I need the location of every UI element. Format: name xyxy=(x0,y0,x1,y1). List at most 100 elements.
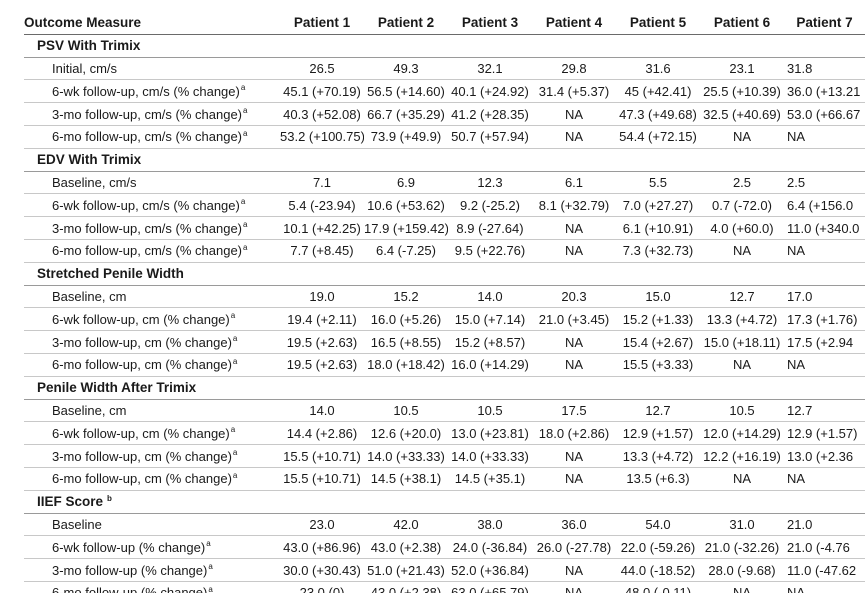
cell-patient-5: 47.3 (+49.68) xyxy=(616,102,700,126)
row-label: 6-wk follow-up, cm (% change)a xyxy=(24,421,280,446)
cell-patient-5: 12.7 xyxy=(616,399,700,423)
cell-patient-1: 10.1 (+42.25) xyxy=(280,216,364,240)
cell-patient-2: 73.9 (+49.9) xyxy=(364,125,448,149)
table-header-row: Outcome Measure Patient 1 Patient 2 Patient… xyxy=(24,12,865,35)
cell-patient-7: 36.0 (+13.21 xyxy=(784,79,865,104)
cell-patient-1: 45.1 (+70.19) xyxy=(280,79,364,104)
section-title-text: IIEF Score xyxy=(37,494,104,510)
cell-patient-4: 6.1 xyxy=(532,171,616,195)
cell-patient-2: 18.0 (+18.42) xyxy=(364,353,448,377)
cell-patient-6: 0.7 (-72.0) xyxy=(700,193,784,218)
cell-patient-7: NA xyxy=(784,467,865,491)
row-label-text: 3-mo follow-up, cm (% change) xyxy=(52,334,232,350)
cell-patient-6: 2.5 xyxy=(700,171,784,195)
cell-patient-7: NA xyxy=(784,581,865,593)
column-header-patient-7: Patient 7 xyxy=(784,12,865,35)
cell-patient-6: NA xyxy=(700,467,784,491)
outcome-table: Outcome Measure Patient 1 Patient 2 Patient… xyxy=(24,12,865,593)
cell-patient-6: 12.7 xyxy=(700,285,784,309)
footnote-marker: a xyxy=(206,539,211,549)
cell-patient-4: NA xyxy=(532,353,616,377)
row-label-text: Baseline, cm/s xyxy=(52,174,137,190)
cell-patient-5: 45 (+42.41) xyxy=(616,79,700,104)
row-label-text: Baseline xyxy=(52,516,102,532)
cell-patient-5: 15.2 (+1.33) xyxy=(616,307,700,332)
row-label: 6-wk follow-up, cm/s (% change)a xyxy=(24,193,280,218)
cell-patient-5: 54.4 (+72.15) xyxy=(616,125,700,149)
cell-patient-2: 16.5 (+8.55) xyxy=(364,330,448,354)
cell-patient-1: 5.4 (-23.94) xyxy=(280,193,364,218)
row-label: 6-mo follow-up (% change)a xyxy=(24,581,280,593)
row-label: 6-mo follow-up, cm/s (% change)a xyxy=(24,239,280,263)
row-label-text: 6-wk follow-up, cm (% change) xyxy=(52,311,230,327)
cell-patient-4: 29.8 xyxy=(532,57,616,81)
column-header-patient-1: Patient 1 xyxy=(280,12,364,35)
cell-patient-3: 52.0 (+36.84) xyxy=(448,558,532,582)
footnote-marker: b xyxy=(107,493,112,503)
cell-patient-3: 10.5 xyxy=(448,399,532,423)
cell-patient-1: 15.5 (+10.71) xyxy=(280,444,364,468)
footnote-marker: a xyxy=(230,425,236,435)
cell-patient-7: 21.0 xyxy=(784,513,865,537)
table-row: 6-wk follow-up (% change)a 43.0 (+86.96) 4… xyxy=(24,535,865,560)
cell-patient-1: 53.2 (+100.75) xyxy=(280,125,364,149)
cell-patient-6: 28.0 (-9.68) xyxy=(700,558,784,582)
footnote-marker: a xyxy=(243,220,248,230)
cell-patient-5: 13.3 (+4.72) xyxy=(616,444,700,468)
section-title-text: Penile Width After Trimix xyxy=(37,380,197,396)
cell-patient-3: 15.0 (+7.14) xyxy=(448,307,532,332)
footnote-marker: a xyxy=(208,584,213,593)
row-label: Baseline, cm xyxy=(24,285,280,309)
footnote-marker: a xyxy=(232,448,238,458)
cell-patient-5: 31.6 xyxy=(616,57,700,81)
cell-patient-6: 25.5 (+10.39) xyxy=(700,79,784,104)
cell-patient-4: 31.4 (+5.37) xyxy=(532,79,616,104)
row-label: Initial, cm/s xyxy=(24,57,280,81)
cell-patient-3: 14.0 xyxy=(448,285,532,309)
cell-patient-7: NA xyxy=(784,353,865,377)
table-row: 6-mo follow-up (% change)a 23.0 (0) 43.0 (… xyxy=(24,581,865,593)
footnote-marker: a xyxy=(240,83,246,93)
cell-patient-4: 36.0 xyxy=(532,513,616,537)
cell-patient-6: 12.2 (+16.19) xyxy=(700,444,784,468)
column-header-patient-5: Patient 5 xyxy=(616,12,700,35)
cell-patient-6: 23.1 xyxy=(700,57,784,81)
row-label: 6-mo follow-up, cm (% change)a xyxy=(24,467,280,491)
cell-patient-4: 26.0 (-27.78) xyxy=(532,535,616,560)
cell-patient-2: 66.7 (+35.29) xyxy=(364,102,448,126)
footnote-marker: a xyxy=(243,106,248,116)
cell-patient-5: 44.0 (-18.52) xyxy=(616,558,700,582)
cell-patient-6: 13.3 (+4.72) xyxy=(700,307,784,332)
cell-patient-2: 42.0 xyxy=(364,513,448,537)
cell-patient-7: NA xyxy=(784,125,865,149)
footnote-marker: a xyxy=(243,129,248,139)
cell-patient-2: 14.0 (+33.33) xyxy=(364,444,448,468)
cell-patient-7: 13.0 (+2.36 xyxy=(784,444,865,468)
row-label-text: 3-mo follow-up, cm/s (% change) xyxy=(52,220,243,236)
cell-patient-7: 17.5 (+2.94 xyxy=(784,330,865,354)
column-header-patient-2: Patient 2 xyxy=(364,12,448,35)
cell-patient-5: 5.5 xyxy=(616,171,700,195)
column-header-patient-6: Patient 6 xyxy=(700,12,784,35)
cell-patient-6: 12.0 (+14.29) xyxy=(700,421,784,446)
table-row: Initial, cm/s 26.5 49.3 32.1 29.8 31.6 23.1 31.… xyxy=(24,57,865,81)
section-title: IIEF Score b xyxy=(24,490,865,514)
cell-patient-4: NA xyxy=(532,558,616,582)
column-header-outcome-measure: Outcome Measure xyxy=(24,12,280,35)
cell-patient-3: 12.3 xyxy=(448,171,532,195)
row-label-text: 6-wk follow-up (% change) xyxy=(52,539,206,555)
cell-patient-3: 63.0 (+65.79) xyxy=(448,581,532,593)
table-row: Baseline, cm 14.0 10.5 10.5 17.5 12.7 10.5 12.7 xyxy=(24,399,865,423)
row-label: 6-mo follow-up, cm/s (% change)a xyxy=(24,125,280,149)
table-row: 6-mo follow-up, cm/s (% change)a 53.2 (+1… xyxy=(24,125,865,149)
cell-patient-6: 4.0 (+60.0) xyxy=(700,216,784,240)
cell-patient-3: 50.7 (+57.94) xyxy=(448,125,532,149)
table-row: 6-wk follow-up, cm (% change)a 14.4 (+2.8… xyxy=(24,421,865,446)
footnote-marker: a xyxy=(240,197,246,207)
cell-patient-1: 7.1 xyxy=(280,171,364,195)
section-title-text: PSV With Trimix xyxy=(37,38,141,54)
cell-patient-3: 14.5 (+35.1) xyxy=(448,467,532,491)
footnote-marker: a xyxy=(232,357,238,367)
cell-patient-3: 14.0 (+33.33) xyxy=(448,444,532,468)
